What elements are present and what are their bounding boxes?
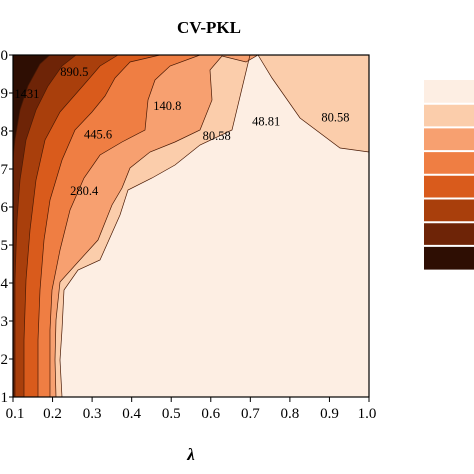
y-tick-label-5: .6 (0, 200, 9, 216)
x-tick-label-6: 0.7 (241, 406, 260, 422)
contour-line-280 (37, 54, 161, 397)
contour-label-0: 1431 (14, 87, 39, 101)
contour-label-6: 80.58 (321, 110, 349, 124)
contour-lines (12, 54, 370, 398)
legend-swatch-3 (424, 151, 474, 175)
y-tick-label-2: .3 (0, 314, 8, 330)
y-tick-label-0: .1 (0, 390, 8, 406)
x-tick-label-0: 0.1 (6, 406, 25, 422)
y-axis: .1 .2 .3 .4 .5 .6 .7 .8 .9 .0 (0, 48, 13, 406)
legend-swatch-4 (424, 174, 474, 199)
legend-swatch-1 (424, 103, 474, 128)
contour-label-5: 48.81 (252, 115, 280, 129)
legend-swatch-7 (424, 245, 474, 270)
x-axis: 0.1 0.2 0.3 0.4 0.5 0.6 0.7 0.8 0.9 1.0 (6, 397, 377, 422)
y-tick-label-6: .7 (0, 162, 9, 178)
contour-band-top (13, 55, 50, 160)
contour-label-3: 445.6 (84, 127, 112, 141)
contour-line-140 (49, 54, 201, 397)
y-tick-label-3: .4 (0, 276, 9, 292)
contour-band-890-1431 (13, 55, 118, 397)
x-tick-label-8: 0.9 (320, 406, 339, 422)
legend-swatch-2 (424, 127, 474, 152)
x-tick-label-3: 0.4 (122, 406, 141, 422)
contour-line-1431 (12, 54, 51, 161)
chart-title: CV-PKL (177, 18, 241, 37)
contour-label-7: 280.4 (70, 184, 99, 198)
contour-label-1: 890.5 (60, 65, 88, 79)
contour-line-80 (54, 54, 259, 398)
contour-line-48 (59, 54, 370, 398)
contour-line-445 (23, 54, 119, 397)
x-tick-label-7: 0.8 (281, 406, 300, 422)
contour-line-890 (14, 54, 77, 397)
legend-swatch-6 (424, 222, 474, 246)
x-tick-label-4: 0.5 (162, 406, 181, 422)
y-tick-label-9: .0 (0, 48, 8, 64)
y-tick-label-8: .9 (0, 86, 8, 102)
x-tick-label-2: 0.3 (83, 406, 102, 422)
y-tick-label-4: .5 (0, 238, 8, 254)
x-tick-label-9: 1.0 (358, 406, 377, 422)
y-tick-label-7: .8 (0, 124, 8, 140)
contour-band-445-890 (13, 55, 160, 397)
color-scale-legend (424, 80, 474, 270)
plot-area: 1431 890.5 140.8 445.6 80.58 48.81 80.58 280.4 (12, 54, 370, 398)
contour-labels: 1431 890.5 140.8 445.6 80.58 48.81 80.58 280.4 (14, 65, 349, 198)
plot-frame (12, 54, 370, 398)
contour-label-4: 80.58 (203, 129, 231, 143)
x-tick-label-1: 0.2 (43, 406, 62, 422)
contour-label-2: 140.8 (153, 99, 181, 113)
x-tick-label-5: 0.6 (201, 406, 220, 422)
y-tick-label-1: .2 (0, 352, 8, 368)
x-axis-label: λ (186, 445, 195, 464)
legend-swatch-5 (424, 198, 474, 223)
legend-swatch-0 (424, 80, 474, 104)
